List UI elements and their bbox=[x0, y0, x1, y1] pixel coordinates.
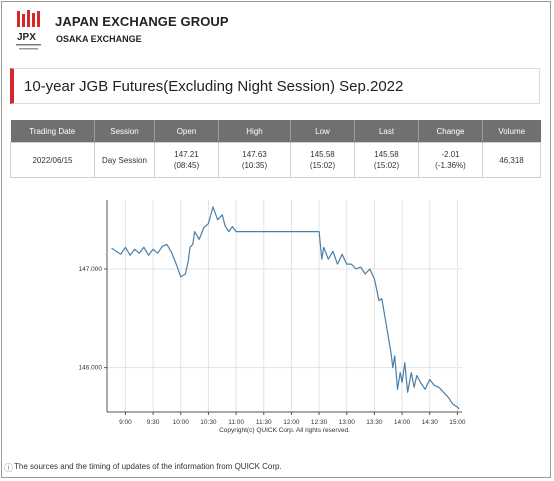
low-value: 145.58 bbox=[310, 150, 335, 159]
y-tick-label: 146.000 bbox=[79, 365, 103, 372]
x-tick-label: 15:00 bbox=[449, 419, 466, 426]
cell-session: Day Session bbox=[94, 142, 155, 178]
header-change: Change bbox=[418, 120, 483, 143]
info-icon: ⓘ bbox=[4, 463, 14, 473]
header-open: Open bbox=[154, 120, 219, 143]
x-tick-label: 11:30 bbox=[256, 419, 272, 426]
quote-table: Trading Date Session Open High Low Last … bbox=[10, 120, 541, 178]
brand-title: JAPAN EXCHANGE GROUP bbox=[55, 14, 229, 29]
x-tick-label: 11:00 bbox=[228, 419, 244, 426]
high-value: 147.63 bbox=[242, 150, 267, 159]
x-tick-label: 12:00 bbox=[283, 419, 300, 426]
open-time: (08:45) bbox=[173, 161, 200, 170]
change-pct: (-1.36%) bbox=[435, 161, 466, 170]
x-tick-label: 13:30 bbox=[366, 419, 383, 426]
chart-copyright: Copyright(c) QUICK Corp. All rights rese… bbox=[219, 427, 350, 434]
low-time: (15:02) bbox=[309, 161, 336, 170]
x-tick-label: 10:00 bbox=[173, 419, 190, 426]
open-value: 147.21 bbox=[174, 150, 199, 159]
price-series-line bbox=[111, 206, 460, 410]
cell-volume: 46,318 bbox=[482, 142, 541, 178]
x-tick-label: 13:00 bbox=[339, 419, 356, 426]
last-value: 145.58 bbox=[374, 150, 399, 159]
header-session: Session bbox=[94, 120, 155, 143]
y-tick-label: 147.000 bbox=[79, 266, 103, 273]
x-tick-label: 10:30 bbox=[200, 419, 217, 426]
x-tick-label: 14:30 bbox=[422, 419, 439, 426]
change-value: -2.01 bbox=[441, 150, 460, 159]
brand-subtitle: OSAKA EXCHANGE bbox=[56, 34, 142, 44]
x-tick-label: 12:30 bbox=[311, 419, 328, 426]
table-row: 2022/06/15 Day Session 147.21 (08:45) 14… bbox=[10, 142, 541, 178]
high-time: (10:35) bbox=[241, 161, 268, 170]
price-chart-svg: 9:00 9:30 10:00 10:30 11:00 11:30 12:00 12:30 13… bbox=[79, 200, 466, 434]
x-tick-label: 9:30 bbox=[147, 419, 160, 426]
cell-date: 2022/06/15 bbox=[10, 142, 95, 178]
footnote: The sources and the timing of updates of… bbox=[14, 462, 282, 471]
price-chart: 9:00 9:30 10:00 10:30 11:00 11:30 12:00 12:30 13… bbox=[60, 196, 470, 440]
svg-text:JPX: JPX bbox=[17, 32, 36, 43]
last-time: (15:02) bbox=[373, 161, 400, 170]
header-trading-date: Trading Date bbox=[10, 120, 95, 143]
header-low: Low bbox=[290, 120, 355, 143]
x-tick-label: 9:00 bbox=[119, 419, 132, 426]
x-tick-label: 14:00 bbox=[394, 419, 411, 426]
cell-low: 145.58 (15:02) bbox=[290, 142, 355, 178]
header-last: Last bbox=[354, 120, 419, 143]
cell-high: 147.63 (10:35) bbox=[218, 142, 291, 178]
cell-change: -2.01 (-1.36%) bbox=[418, 142, 483, 178]
page-title: 10-year JGB Futures(Excluding Night Sess… bbox=[24, 78, 404, 95]
header-high: High bbox=[218, 120, 291, 143]
header-volume: Volume bbox=[482, 120, 541, 143]
cell-last: 145.58 (15:02) bbox=[354, 142, 419, 178]
table-header-row: Trading Date Session Open High Low Last … bbox=[10, 120, 541, 143]
cell-open: 147.21 (08:45) bbox=[154, 142, 219, 178]
jpx-logo: JPX bbox=[16, 10, 41, 50]
title-bar: 10-year JGB Futures(Excluding Night Sess… bbox=[10, 68, 540, 104]
